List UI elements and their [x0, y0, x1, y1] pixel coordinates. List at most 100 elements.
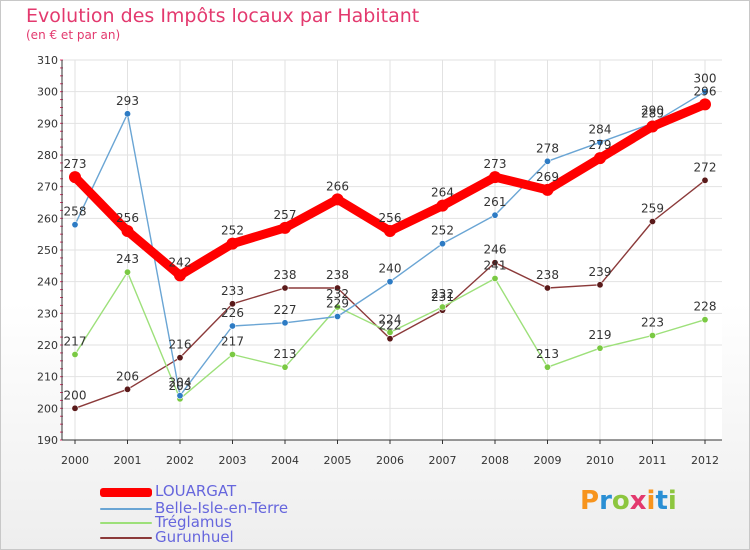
data-label: 279: [589, 138, 612, 152]
data-label: 226: [221, 306, 244, 320]
data-label: 266: [326, 179, 349, 193]
data-label: 223: [641, 316, 664, 330]
data-label: 296: [694, 84, 717, 98]
data-label: 252: [221, 224, 244, 238]
logo-letter: P: [580, 486, 600, 516]
y-tick-label: 240: [37, 276, 58, 289]
data-label: 206: [116, 369, 139, 383]
x-tick-label: 2002: [166, 454, 194, 467]
data-point: [543, 284, 551, 292]
data-point: [333, 284, 341, 292]
data-point: [124, 110, 132, 118]
data-label: 256: [379, 211, 402, 225]
data-label: 204: [169, 376, 192, 390]
data-point: [489, 171, 501, 184]
data-point: [226, 237, 239, 250]
y-tick-label: 300: [37, 86, 58, 99]
data-label: 228: [694, 300, 717, 314]
data-point: [491, 274, 499, 282]
data-label: 257: [274, 208, 297, 222]
data-point: [71, 221, 79, 229]
data-point: [594, 152, 606, 165]
data-label: 227: [274, 303, 297, 317]
data-label: 293: [116, 94, 139, 108]
data-point: [491, 211, 499, 219]
data-point: [646, 120, 659, 133]
data-point: [701, 316, 709, 324]
data-label: 213: [536, 347, 559, 361]
x-tick-label: 2010: [586, 454, 614, 467]
data-point: [648, 331, 656, 339]
legend-label: Tréglamus: [155, 513, 232, 531]
data-point: [281, 284, 289, 292]
data-point: [491, 259, 499, 267]
data-label: 232: [431, 287, 454, 301]
data-point: [386, 328, 394, 336]
data-label: 259: [641, 202, 664, 216]
legend-swatch: [100, 488, 152, 497]
x-tick-label: 2008: [481, 454, 509, 467]
x-tick-label: 2005: [324, 454, 352, 467]
data-label: 241: [484, 259, 507, 273]
data-label: 233: [221, 284, 244, 298]
data-label: 284: [589, 122, 612, 136]
data-point: [229, 300, 237, 308]
legend-swatch: [100, 508, 152, 510]
y-tick-label: 250: [37, 244, 58, 257]
logo-letter: i: [646, 486, 656, 516]
legend-swatch: [100, 537, 152, 539]
data-point: [596, 281, 604, 289]
data-point: [438, 303, 446, 311]
data-point: [701, 176, 709, 184]
chart-subtitle: (en € et par an): [26, 28, 121, 42]
data-point: [699, 98, 711, 111]
x-tick-label: 2004: [271, 454, 299, 467]
data-point: [701, 88, 709, 96]
data-label: 217: [64, 335, 87, 349]
y-tick-label: 280: [37, 149, 58, 162]
data-label: 216: [169, 338, 192, 352]
data-label: 238: [274, 268, 297, 282]
x-tick-label: 2012: [691, 454, 719, 467]
data-label: 243: [116, 252, 139, 266]
data-label: 242: [169, 255, 192, 269]
data-point: [436, 199, 449, 212]
data-label: 217: [221, 335, 244, 349]
logo-letter: t: [655, 486, 668, 516]
y-tick-label: 220: [37, 339, 58, 352]
legend-label: Belle-Isle-en-Terre: [155, 499, 289, 517]
data-label: 229: [326, 297, 349, 311]
data-point: [648, 218, 656, 226]
data-label: 290: [641, 103, 664, 117]
data-label: 240: [379, 262, 402, 276]
data-label: 278: [536, 141, 559, 155]
data-label: 232: [326, 287, 349, 301]
data-point: [543, 157, 551, 165]
logo-letter: i: [667, 486, 677, 516]
x-tick-label: 2007: [429, 454, 457, 467]
data-point: [124, 385, 132, 393]
data-point: [174, 269, 186, 282]
legend-label: Gurunhuel: [155, 528, 234, 546]
data-point: [331, 193, 344, 206]
legend-label: LOUARGAT: [155, 482, 237, 500]
y-tick-label: 310: [37, 54, 58, 67]
data-label: 258: [64, 205, 87, 219]
logo-letter: x: [629, 486, 647, 516]
data-label: 264: [431, 186, 454, 200]
data-label: 289: [641, 107, 664, 121]
data-label: 272: [694, 160, 717, 174]
y-tick-label: 210: [37, 371, 58, 384]
data-point: [121, 225, 134, 237]
data-point: [71, 350, 79, 358]
data-label: 273: [484, 157, 507, 171]
data-label: 256: [116, 211, 139, 225]
data-label: 269: [536, 170, 559, 184]
x-tick-label: 2000: [61, 454, 89, 467]
data-label: 300: [694, 72, 717, 86]
data-label: 213: [274, 347, 297, 361]
y-tick-label: 190: [37, 434, 58, 447]
data-point: [386, 278, 394, 286]
y-tick-label: 270: [37, 181, 58, 194]
